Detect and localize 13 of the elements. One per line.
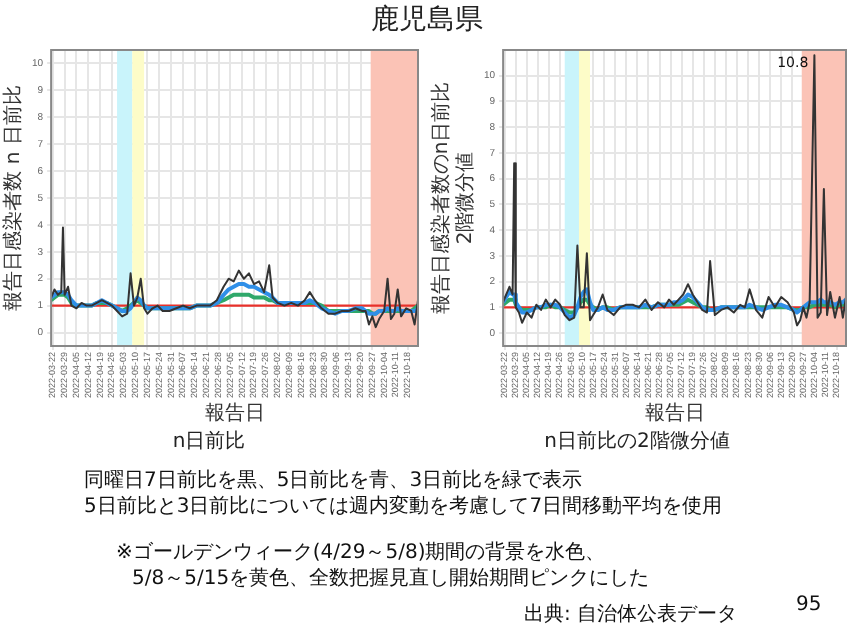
y-axis-title: 報告日感染者数 n 日前比	[1, 85, 26, 311]
y-axis-title: 報告日感染者数のn日前比 2階微分値	[429, 81, 478, 315]
text: 同曜日7日前比を黒、5日前比を青、3日前比を緑で表示	[84, 467, 583, 494]
source-note: 出典: 自治体公表データ	[524, 601, 738, 628]
text: n日前比の2階微分値	[544, 429, 730, 454]
text: 鹿児島県	[369, 2, 485, 38]
text: 5日前比と3日前比については週内変動を考慮して7日間移動平均を使用	[84, 493, 723, 520]
x-axis-title: 報告日	[644, 401, 705, 426]
x-axis-title: 報告日	[204, 401, 265, 426]
text: 95	[796, 594, 822, 616]
text: ※ゴールデンウィーク(4/29～5/8)期間の背景を水色、	[116, 539, 606, 566]
text: n日前比	[172, 429, 246, 454]
text: 5/8～5/15を黄色、全数把握見直し開始期間ピンクにした	[132, 565, 650, 592]
